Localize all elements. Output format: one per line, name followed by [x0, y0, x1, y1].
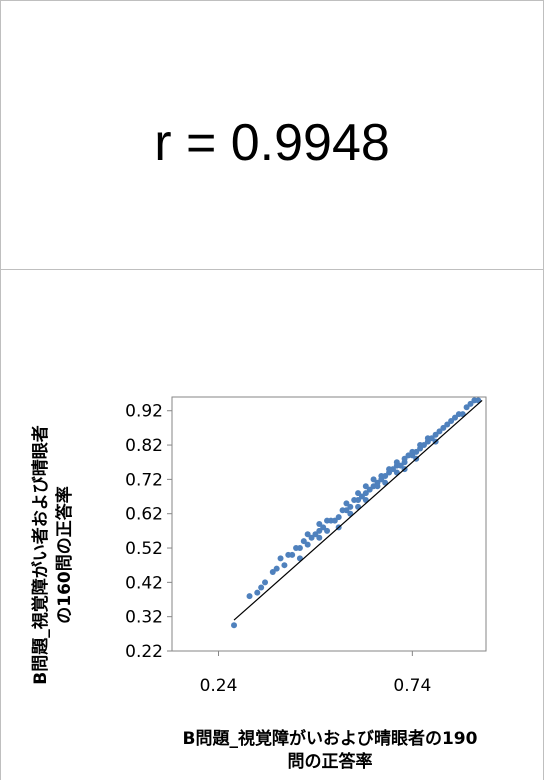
scatter-point: [316, 527, 323, 534]
scatter-point: [413, 448, 420, 455]
scatter-point: [273, 565, 280, 572]
scatter-point: [254, 589, 261, 596]
correlation-label: r = 0.9948: [154, 114, 390, 172]
x-tick-label: 0.74: [393, 676, 431, 696]
scatter-point: [362, 483, 369, 490]
scatter-point: [347, 503, 354, 510]
scatter-point: [296, 545, 303, 552]
x-axis-title-line-2: 問の正答率: [288, 751, 373, 772]
scatter-point: [389, 466, 396, 473]
correlation-cell: r = 0.9948: [0, 0, 544, 270]
scatter-point: [304, 531, 311, 538]
scatter-point: [393, 459, 400, 466]
scatter-point: [451, 414, 458, 421]
scatter-point: [300, 538, 307, 545]
y-tick-label: 0.82: [125, 436, 163, 456]
x-axis-title-line-1: B問題_視覚障がいおよび晴眼者の190: [183, 728, 478, 749]
y-axis-title-line-1: B問題_視覚障がい者および晴眼者: [30, 425, 51, 684]
scatter-point: [246, 593, 253, 600]
scatter-point: [374, 483, 381, 490]
scatter-point: [432, 431, 439, 438]
trend-line: [233, 399, 483, 621]
scatter-point: [355, 496, 362, 503]
scatter-point: [440, 424, 447, 431]
y-tick-label: 0.52: [125, 539, 163, 559]
y-tick-label: 0.32: [125, 608, 163, 628]
scatter-point: [358, 493, 365, 500]
scatter-point: [308, 534, 315, 541]
scatter-point: [355, 490, 362, 497]
scatter-point: [269, 569, 276, 576]
scatter-point: [312, 531, 319, 538]
scatter-point: [320, 524, 327, 531]
scatter-point: [304, 541, 311, 548]
scatter-point: [258, 584, 265, 591]
y-tick-label: 0.62: [125, 505, 163, 525]
scatter-point: [467, 400, 474, 407]
scatter-point: [370, 476, 377, 483]
scatter-point: [448, 418, 455, 425]
scatter-point: [428, 435, 435, 442]
x-tick-label: 0.24: [200, 676, 238, 696]
scatter-point: [277, 555, 284, 562]
scatter-point: [316, 521, 323, 527]
y-tick-label: 0.22: [125, 642, 163, 662]
scatter-point: [343, 500, 350, 507]
scatter-point: [281, 562, 288, 569]
scatter-point: [335, 514, 342, 521]
scatter-point: [231, 622, 238, 629]
scatter-point: [397, 462, 404, 469]
scatter-point: [444, 421, 451, 428]
plot-layer: 0.22 0.32 0.42 0.52 0.62 0.72 0.82 0.92 0.24 0.74: [125, 396, 487, 696]
scatter-point: [262, 579, 269, 586]
scatter-point: [463, 404, 470, 411]
scatter-point: [324, 527, 331, 534]
scatter-point: [436, 428, 443, 435]
scatter-point: [366, 486, 373, 493]
scatter-point: [382, 472, 389, 479]
scatter-point: [420, 442, 427, 449]
scatter-point: [289, 551, 296, 558]
y-tick-label: 0.42: [125, 573, 163, 593]
scatter-point: [362, 490, 369, 497]
y-tick-label: 0.92: [125, 402, 163, 422]
plot-area: [171, 396, 487, 652]
scatter-point: [343, 507, 350, 514]
scatter-point: [331, 517, 338, 524]
scatter-point: [401, 459, 408, 466]
y-tick-label: 0.72: [125, 470, 163, 490]
y-axis-title-line-2: の160問の正答率: [54, 486, 75, 624]
scatter-point: [316, 534, 323, 541]
